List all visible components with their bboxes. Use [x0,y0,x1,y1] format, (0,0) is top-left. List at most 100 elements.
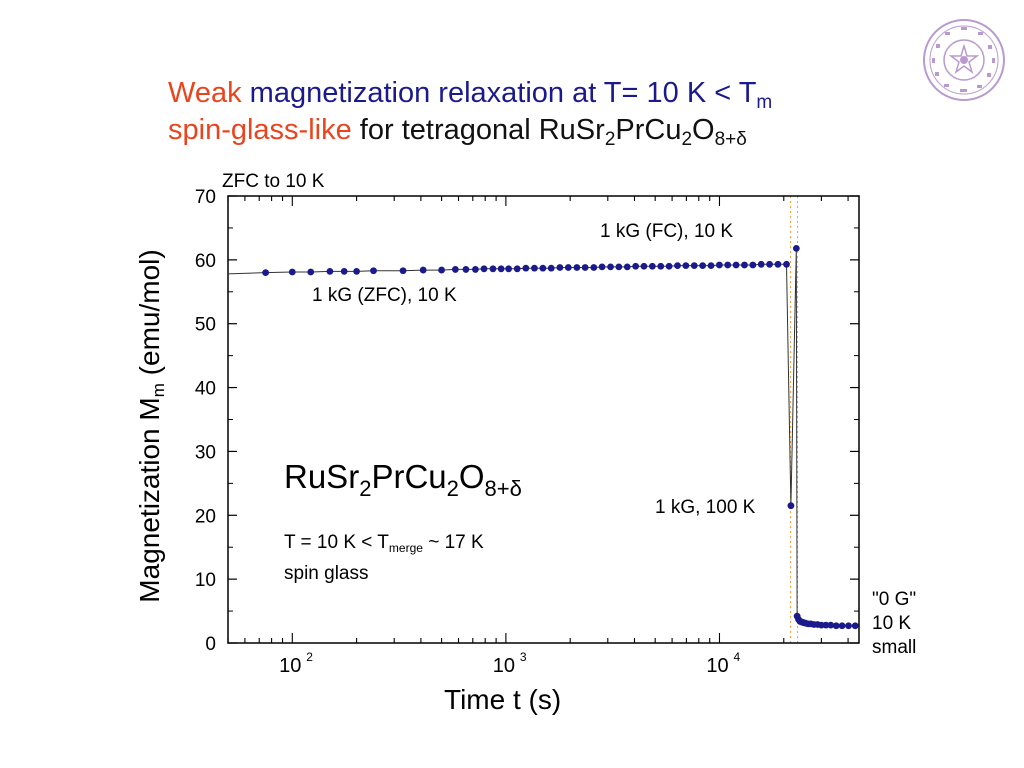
annotation-zero-gauss: "0 G" 10 K small [872,588,916,660]
data-point-51 [787,502,795,510]
data-point-14 [480,265,488,273]
condition-line-2: spin glass [284,563,369,584]
data-point-45 [741,261,748,269]
data-point-17 [505,265,513,273]
data-point-42 [715,261,723,269]
data-point-5 [340,267,348,275]
zero-g-line-3: small [872,637,917,658]
y-tick-label: 0 [205,634,216,655]
data-point-3 [307,268,315,276]
data-point-33 [640,262,648,270]
data-point-46 [749,261,757,269]
annotation-fc-10k: 1 kG (FC), 10 K [600,221,734,242]
data-point-52 [792,244,800,252]
data-point-36 [665,262,673,270]
x-tick-label: 10 [279,655,301,677]
y-tick-label: 30 [195,442,216,463]
data-point-6 [353,267,360,275]
data-point-39 [690,262,698,270]
data-point-16 [497,265,505,273]
data-point-13 [472,266,479,273]
cond-a: T = 10 K < T [284,532,389,553]
formula-sub-3: 8+δ [484,476,522,501]
data-point-15 [489,265,497,273]
title-line1-text: magnetization relaxation at T= 10 K < T [249,77,757,109]
data-point-67 [838,622,846,630]
data-point-37 [674,262,681,270]
y-tick-label: 60 [195,251,216,272]
series-points [262,244,859,630]
title-line1-sub: m [756,92,773,113]
data-point-64 [822,621,830,629]
data-point-22 [547,264,555,272]
x-tick-label: 10 [493,655,515,677]
data-point-29 [607,263,614,271]
data-point-34 [648,262,656,270]
title-line-1: Weak magnetization relaxation at T= 10 K… [168,76,773,113]
annotation-zfc-to-10k: ZFC to 10 K [222,171,325,192]
cond-b: ~ 17 K [422,532,484,553]
title-line2-text: for tetragonal RuSr [359,114,605,146]
data-point-23 [556,264,564,271]
data-point-32 [632,262,640,270]
data-point-1 [262,269,270,277]
data-point-50 [783,260,790,268]
y-label-sub: m [149,383,168,398]
data-point-19 [522,264,530,272]
data-point-24 [564,264,572,271]
data-point-7 [370,267,377,275]
condition-text: T = 10 K < Tmerge ~ 17 K spin glass [284,527,484,589]
zero-g-line-1: "0 G" [872,589,917,610]
data-point-65 [827,621,835,629]
y-tick-label: 40 [195,379,216,400]
data-point-48 [766,260,773,268]
data-point-43 [724,261,732,269]
x-tick-label: 10 [706,655,728,677]
data-point-10 [438,266,445,274]
data-point-18 [513,265,521,273]
data-point-31 [623,263,631,271]
y-axis-label: Magnetization Mm (emu/mol) [134,249,168,603]
title-line2-mid2: O [692,114,715,146]
y-tick-label: 70 [195,187,216,208]
data-point-21 [539,264,547,272]
annotation-zfc-10k: 1 kG (ZFC), 10 K [312,285,457,306]
title-line2-mid1: PrCu [615,114,682,146]
data-point-12 [462,266,470,273]
title-line2-sub2: 2 [681,129,693,150]
condition-line-1: T = 10 K < Tmerge ~ 17 K [284,527,484,558]
data-point-11 [451,266,459,273]
compound-formula: RuSr2PrCu2O8+δ [284,458,522,500]
y-label-main: Magnetization M [134,397,165,603]
data-point-27 [590,264,598,271]
title-line2-sub3: 8+δ [714,129,747,150]
data-point-38 [682,262,690,270]
y-tick-label: 50 [195,315,216,336]
x-tick-exponent: 4 [733,650,740,664]
x-tick-labels: 10 2 10 3 10 4 [279,650,740,677]
x-tick-exponent: 2 [306,650,313,664]
data-point-66 [832,622,840,630]
data-point-30 [615,263,623,271]
zero-g-line-2: 10 K [872,613,912,634]
data-point-68 [845,622,852,630]
university-seal-logo [923,19,1005,101]
formula-sub-1: 2 [359,476,372,501]
data-point-20 [531,264,538,272]
data-point-47 [757,260,765,268]
data-point-35 [657,262,665,270]
data-point-41 [707,262,715,270]
title-accent-spin-glass: spin-glass-like [168,114,352,146]
y-label-unit: (emu/mol) [134,249,165,384]
data-point-25 [573,264,581,271]
cond-sub: merge [388,541,423,555]
data-point-28 [598,263,606,271]
plot-frame [227,195,860,644]
y-tick-labels: 0 10 20 30 40 50 60 70 [195,187,216,655]
data-point-26 [581,264,589,271]
formula-part-c: O [458,458,485,495]
data-point-4 [326,267,334,275]
title-line2-sub1: 2 [604,129,616,150]
data-point-49 [774,260,782,268]
